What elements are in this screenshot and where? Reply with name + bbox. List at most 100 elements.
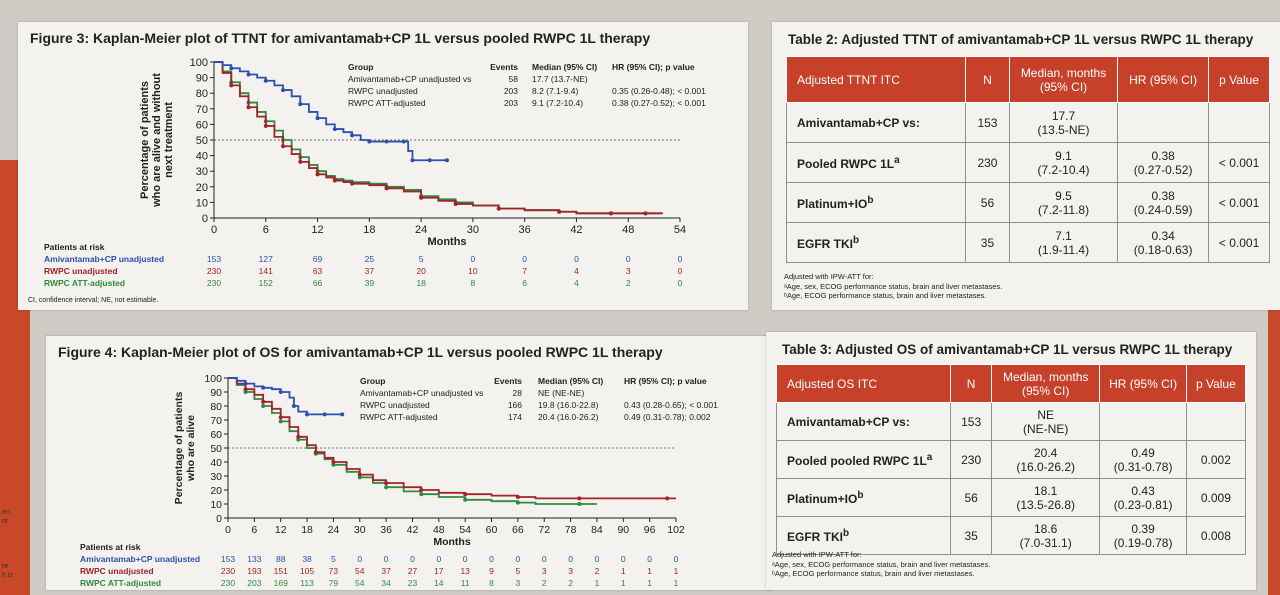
y-tick-label: 10 [210, 499, 222, 511]
censor-mark [515, 500, 520, 505]
row-n: 35 [950, 516, 992, 555]
legend-cell: Amivantamab+CP unadjusted vs [360, 388, 483, 398]
row-median: 20.4 (16.0-26.2) [990, 440, 1101, 479]
table-row: Platinum+IOb 56 18.1 (13.5-26.8) 0.43 (0.2… [775, 478, 1247, 517]
legend-cell: 203 [504, 86, 518, 96]
legend-cell: RWPC ATT-adjusted [348, 98, 426, 108]
row-n: 230 [950, 440, 992, 479]
legend-header: HR (95% CI); p value [624, 376, 707, 386]
y-tick-label: 80 [210, 401, 222, 413]
censor-mark [427, 158, 432, 163]
legend-header: HR (95% CI); p value [612, 62, 695, 72]
row-p: 0.009 [1185, 478, 1247, 517]
censor-mark [453, 201, 458, 206]
risk-value: 0 [516, 554, 521, 564]
censor-mark [445, 158, 449, 163]
legend-cell: RWPC unadjusted [360, 400, 430, 410]
risk-value: 0 [678, 254, 683, 264]
legend-cell: 19.8 (16.0-22.8) [538, 400, 599, 410]
risk-value: 63 [313, 266, 323, 276]
table-row: Platinum+IOb 56 9.5 (7.2-11.8) 0.38 (0.24-… [785, 182, 1270, 223]
risk-value: 6 [522, 278, 527, 288]
row-median: NE (NE-NE) [990, 402, 1101, 441]
y-tick-label: 70 [196, 104, 208, 116]
table2-title: Table 2: Adjusted TTNT of amivantamab+CP… [788, 32, 1254, 47]
risk-value: 153 [207, 254, 221, 264]
risk-value: 4 [574, 278, 579, 288]
censor-mark [515, 495, 520, 499]
risk-value: 5 [516, 566, 521, 576]
x-tick-label: 42 [570, 224, 582, 236]
risk-table-title: Patients at risk [80, 542, 141, 552]
table3-header-median: Median, months (95% CI) [990, 364, 1101, 403]
x-tick-label: 36 [380, 524, 392, 536]
legend-cell: 58 [509, 74, 519, 84]
censor-mark [419, 492, 424, 497]
y-tick-label: 60 [210, 429, 222, 441]
censor-mark [577, 502, 582, 506]
risk-value: 152 [259, 278, 273, 288]
risk-value: 5 [419, 254, 424, 264]
row-p [1208, 102, 1270, 143]
risk-value: 230 [207, 266, 221, 276]
censor-mark [291, 404, 296, 408]
x-tick-label: 12 [311, 224, 323, 236]
risk-value: 127 [259, 254, 273, 264]
risk-value: 34 [381, 578, 391, 588]
legend-cell: 203 [504, 98, 518, 108]
row-n: 56 [965, 182, 1010, 223]
table3: Adjusted OS ITC N Median, months (95% CI… [775, 364, 1247, 555]
censor-mark [332, 127, 337, 132]
x-tick-label: 84 [591, 524, 603, 536]
x-tick-label: 48 [622, 224, 634, 236]
censor-mark [229, 66, 234, 71]
row-p: < 0.001 [1208, 222, 1270, 263]
y-tick-label: 10 [196, 197, 208, 209]
legend-cell: RWPC unadjusted [348, 86, 418, 96]
legend-header: Events [490, 62, 518, 72]
legend-cell: 0.38 (0.27-0.52); < 0.001 [612, 98, 706, 108]
risk-value: 141 [259, 266, 273, 276]
row-median: 9.1 (7.2-10.4) [1008, 142, 1119, 183]
table3-header-n: N [950, 364, 992, 403]
risk-value: 193 [247, 566, 261, 576]
table-row: Pooled pooled RWPC 1La 230 20.4 (16.0-26.… [775, 440, 1247, 479]
censor-mark [384, 186, 389, 191]
risk-value: 18 [416, 278, 426, 288]
risk-value: 2 [568, 578, 573, 588]
y-tick-label: 40 [210, 457, 222, 469]
x-tick-label: 78 [565, 524, 577, 536]
risk-value: 17 [434, 566, 444, 576]
row-hr [1099, 402, 1187, 441]
risk-value: 169 [274, 578, 288, 588]
table3-panel: Table 3: Adjusted OS of amivantamab+CP 1… [766, 332, 1256, 590]
row-median: 7.1 (1.9-11.4) [1008, 222, 1119, 263]
risk-table-title: Patients at risk [44, 242, 105, 252]
y-tick-label: 50 [196, 135, 208, 147]
censor-mark [331, 460, 336, 464]
y-axis-label: Percentage of patientswho are alive [173, 392, 197, 505]
table-row: EGFR TKIb 35 7.1 (1.9-11.4) 0.34 (0.18-0.6… [785, 222, 1270, 263]
risk-value: 7 [522, 266, 527, 276]
figure4-panel: Figure 4: Kaplan-Meier plot of OS for am… [46, 336, 772, 590]
censor-mark [367, 139, 372, 144]
row-hr: 0.39 (0.19-0.78) [1099, 516, 1187, 555]
row-hr: 0.49 (0.31-0.78) [1099, 440, 1187, 479]
x-tick-label: 6 [251, 524, 257, 536]
row-hr: 0.38 (0.24-0.59) [1117, 182, 1210, 223]
row-n: 35 [965, 222, 1010, 263]
censor-mark [281, 88, 286, 93]
table-row: EGFR TKIb 35 18.6 (7.0-31.1) 0.39 (0.19-0.… [775, 516, 1247, 555]
table-row: Amivantamab+CP vs: 153 NE (NE-NE) [775, 402, 1247, 441]
censor-mark [332, 178, 337, 183]
censor-mark [384, 485, 389, 490]
risk-value: 0 [471, 254, 476, 264]
censor-mark [261, 399, 266, 404]
x-tick-label: 24 [415, 224, 427, 236]
censor-mark [643, 211, 648, 216]
table3-header-itc: Adjusted OS ITC [775, 364, 952, 403]
km-series-line-1 [228, 377, 676, 500]
risk-value: 37 [365, 266, 375, 276]
legend-header: Group [360, 376, 386, 386]
risk-value: 27 [408, 566, 418, 576]
